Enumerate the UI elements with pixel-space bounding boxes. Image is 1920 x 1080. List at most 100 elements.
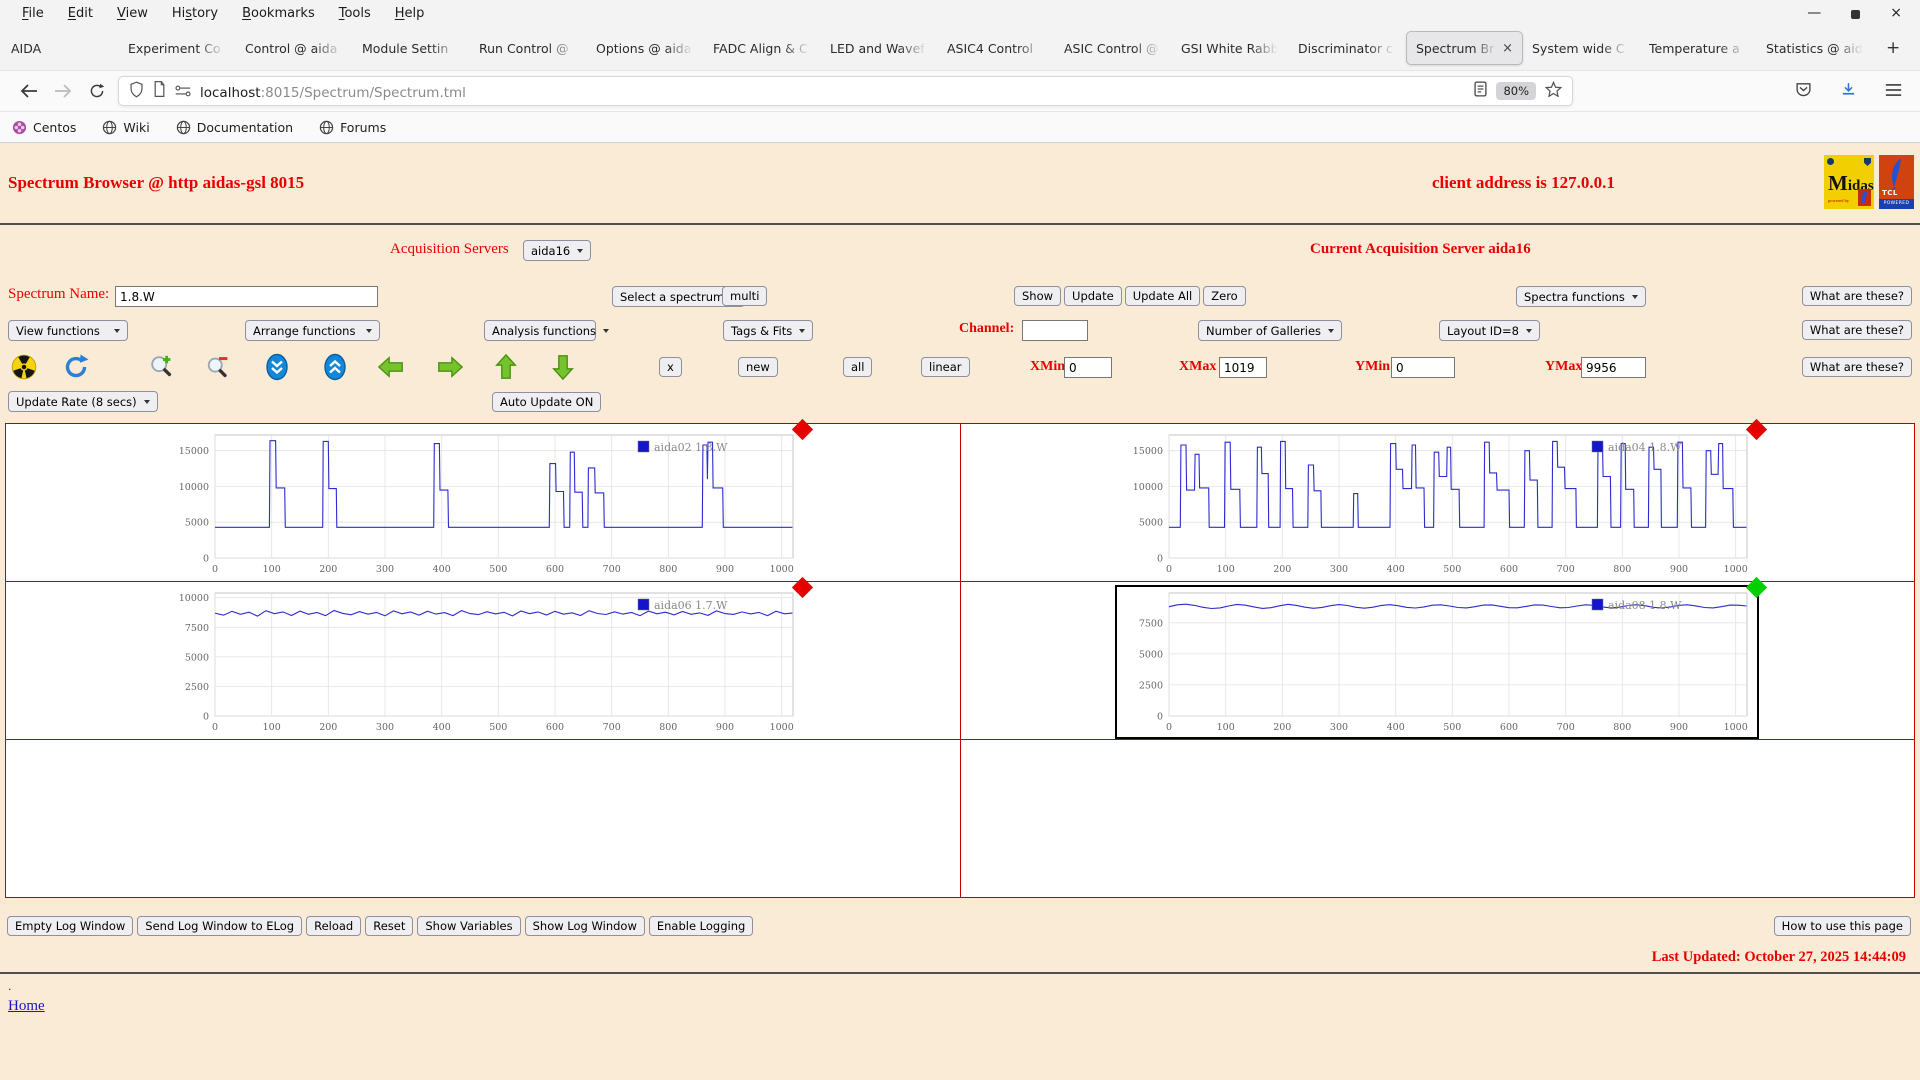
acquisition-server-select[interactable]: aida16 <box>523 240 592 261</box>
show-log-window-button[interactable]: Show Log Window <box>524 916 645 936</box>
enable-logging-button[interactable]: Enable Logging <box>648 916 754 936</box>
page-info-icon[interactable] <box>153 81 166 101</box>
channel-input[interactable] <box>1022 320 1088 341</box>
new-tab-button[interactable]: + <box>1886 38 1901 58</box>
how-to-use-button[interactable]: How to use this page <box>1773 916 1911 936</box>
tab-options-aida[interactable]: Options @ aida <box>587 31 704 65</box>
bookmark-wiki[interactable]: Wiki <box>102 120 150 135</box>
ymin-input[interactable] <box>1391 357 1455 378</box>
empty-log-window-button[interactable]: Empty Log Window <box>7 916 134 936</box>
send-log-window-to-elog-button[interactable]: Send Log Window to ELog <box>137 916 303 936</box>
xmin-input[interactable] <box>1064 357 1112 378</box>
show-button[interactable]: Show <box>1014 286 1062 306</box>
zoom-in-icon[interactable] <box>148 353 176 381</box>
tab-aida[interactable]: AIDA <box>2 31 119 65</box>
multi-button[interactable]: multi <box>722 286 768 306</box>
permissions-icon[interactable] <box>175 82 191 101</box>
radiation-icon[interactable] <box>10 353 38 381</box>
tab-asic-control[interactable]: ASIC Control @ <box>1055 31 1172 65</box>
what-are-these-button[interactable]: What are these? <box>1801 286 1912 306</box>
green-down-arrow-icon[interactable] <box>549 353 577 381</box>
refresh-icon[interactable] <box>62 353 90 381</box>
tab-statistics-aid[interactable]: Statistics @ aid <box>1757 31 1874 65</box>
xmax-input[interactable] <box>1219 357 1267 378</box>
spectrum-plot[interactable]: 0 100 200 300 400 500 600 700 800 900 100005000100… <box>163 429 803 579</box>
forward-button[interactable] <box>46 84 80 98</box>
close-button[interactable]: × <box>1890 5 1902 21</box>
tab-close-icon[interactable]: × <box>1502 40 1513 56</box>
bookmark-star-icon[interactable] <box>1544 80 1563 101</box>
url-bar[interactable]: localhost:8015/Spectrum/Spectrum.tml 80% <box>118 76 1573 106</box>
tab-system-wide-c[interactable]: System wide C <box>1523 31 1640 65</box>
green-right-arrow-icon[interactable] <box>436 353 464 381</box>
bookmark-forums[interactable]: Forums <box>319 120 386 135</box>
analysis-functions-dropdown[interactable]: Analysis functions <box>484 320 610 341</box>
minimize-button[interactable]: — <box>1807 5 1822 21</box>
view-functions-dropdown[interactable]: View functions <box>8 320 128 341</box>
spectrum-chart-aida08[interactable]: 0 100 200 300 400 500 600 700 800 900 1000 0 2500 500… <box>1115 576 1768 739</box>
reload-button[interactable] <box>80 83 114 99</box>
spectrum-chart-aida04[interactable]: 0 100 200 300 400 500 600 700 800 900 1000 0 5000 100… <box>1117 418 1768 579</box>
all-button[interactable]: all <box>843 357 873 377</box>
blue-down-arrows-icon[interactable] <box>263 353 291 381</box>
update-all-button[interactable]: Update All <box>1124 286 1201 306</box>
bookmark-documentation[interactable]: Documentation <box>176 120 293 135</box>
linear-button[interactable]: linear <box>921 357 970 377</box>
zoom-level-badge[interactable]: 80% <box>1496 82 1536 100</box>
tab-led-and-wavef[interactable]: LED and Wavef <box>821 31 938 65</box>
tab-gsi-white-rabb[interactable]: GSI White Rabb <box>1172 31 1289 65</box>
tab-control-aida[interactable]: Control @ aida <box>236 31 353 65</box>
spectrum-plot[interactable]: 0 100 200 300 400 500 600 700 800 900 100002500500… <box>163 587 803 737</box>
back-button[interactable] <box>12 84 46 98</box>
green-up-arrow-icon[interactable] <box>492 353 520 381</box>
tab-fadc-align-c[interactable]: FADC Align & C <box>704 31 821 65</box>
what-are-these-button[interactable]: What are these? <box>1801 320 1912 340</box>
menu-bookmarks[interactable]: Bookmarks <box>242 5 315 21</box>
tab-module-settin[interactable]: Module Settin <box>353 31 470 65</box>
shield-icon[interactable] <box>129 81 144 102</box>
tab-run-control[interactable]: Run Control @ <box>470 31 587 65</box>
number-of-galleries-dropdown[interactable]: Number of Galleries <box>1198 320 1343 341</box>
tab-experiment-co[interactable]: Experiment Co <box>119 31 236 65</box>
tags-fits-dropdown[interactable]: Tags & Fits <box>723 320 814 341</box>
spectrum-name-input[interactable] <box>115 286 378 307</box>
bookmark-centos[interactable]: Centos <box>12 120 76 135</box>
spectrum-plot[interactable]: 0 100 200 300 400 500 600 700 800 900 100002500500… <box>1117 587 1757 737</box>
tab-asic4-control[interactable]: ASIC4 Control <box>938 31 1055 65</box>
zoom-out-icon[interactable] <box>205 353 233 381</box>
menu-edit[interactable]: Edit <box>67 5 93 21</box>
menu-history[interactable]: History <box>171 5 219 21</box>
maximize-button[interactable] <box>1851 4 1861 23</box>
spectrum-chart-aida06[interactable]: 0 100 200 300 400 500 600 700 800 900 1000 0 2500 500… <box>163 576 813 737</box>
auto-update-button[interactable]: Auto Update ON <box>492 392 602 412</box>
zero-button[interactable]: Zero <box>1203 286 1246 306</box>
tab-temperature-a[interactable]: Temperature a <box>1640 31 1757 65</box>
pocket-icon[interactable] <box>1795 81 1812 102</box>
show-variables-button[interactable]: Show Variables <box>417 916 521 936</box>
home-link[interactable]: Home <box>8 998 45 1014</box>
menu-help[interactable]: Help <box>394 5 425 21</box>
reader-mode-icon[interactable] <box>1474 81 1488 101</box>
green-left-arrow-icon[interactable] <box>377 353 405 381</box>
new-button[interactable]: new <box>738 357 778 377</box>
ymax-input[interactable] <box>1581 357 1646 378</box>
menu-view[interactable]: View <box>116 5 148 21</box>
what-are-these-button[interactable]: What are these? <box>1801 357 1912 377</box>
spectrum-chart-aida02[interactable]: 0 100 200 300 400 500 600 700 800 900 1000 0 5000 100… <box>163 418 813 579</box>
download-icon[interactable] <box>1840 81 1857 102</box>
blue-up-arrows-icon[interactable] <box>321 353 349 381</box>
reset-button[interactable]: Reset <box>365 916 414 936</box>
hamburger-menu-icon[interactable] <box>1885 82 1902 101</box>
reload-button[interactable]: Reload <box>306 916 362 936</box>
tab-spectrum-br[interactable]: Spectrum Br × <box>1406 31 1523 65</box>
tab-discriminator-c[interactable]: Discriminator c <box>1289 31 1406 65</box>
update-rate-dropdown[interactable]: Update Rate (8 secs) <box>8 391 158 412</box>
menu-file[interactable]: File <box>22 5 44 21</box>
update-button[interactable]: Update <box>1064 286 1122 306</box>
arrange-functions-dropdown[interactable]: Arrange functions <box>245 320 380 341</box>
menu-tools[interactable]: Tools <box>338 5 371 21</box>
layout-id-dropdown[interactable]: Layout ID=8 <box>1439 320 1540 341</box>
x-button[interactable]: x <box>659 357 682 377</box>
spectra-functions-dropdown[interactable]: Spectra functions <box>1516 286 1646 307</box>
spectrum-plot[interactable]: 0 100 200 300 400 500 600 700 800 900 100005000100… <box>1117 429 1757 579</box>
